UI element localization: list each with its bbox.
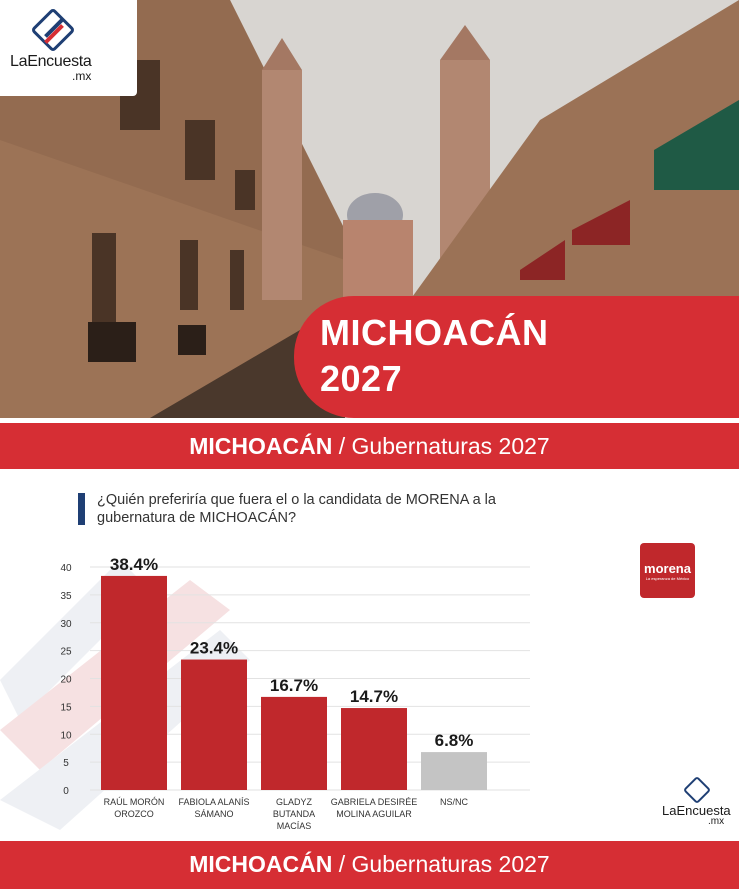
y-tick-label: 0 — [63, 786, 69, 797]
section-band-bottom: MICHOACÁN / Gubernaturas 2027 — [0, 841, 739, 889]
band-bottom-section: / Gubernaturas 2027 — [332, 851, 550, 877]
hero-photo: LaEncuesta .mx MICHOACÁN 2027 — [0, 0, 739, 418]
hero-title-year: 2027 — [320, 358, 403, 399]
y-tick-label: 10 — [60, 730, 72, 741]
hero-title-box: MICHOACÁN 2027 — [294, 296, 739, 418]
y-tick-label: 15 — [60, 702, 72, 713]
brand-tld: .mx — [72, 69, 92, 83]
survey-question: ¿Quién preferiría que fuera el o la cand… — [97, 492, 496, 526]
morena-name: morena — [644, 561, 691, 576]
bar-chart: 0 5 10 15 20 25 30 35 40 38.4% RAÚL MORÓN OROZCO 23.… — [60, 555, 530, 830]
band-state: MICHOACÁN — [189, 433, 333, 459]
brand-logo-small: LaEncuesta .mx — [662, 775, 732, 828]
bar — [261, 696, 327, 790]
bar — [181, 659, 247, 790]
brand-diamond-small-icon — [682, 775, 712, 805]
y-tick-label: 40 — [60, 563, 72, 574]
x-category-label: RAÚL MORÓN — [104, 797, 165, 807]
band-section: / Gubernaturas 2027 — [332, 433, 550, 459]
x-category-label: GLADYZ — [276, 797, 313, 807]
y-tick-label: 30 — [60, 619, 72, 630]
section-band-top: MICHOACÁN / Gubernaturas 2027 — [0, 423, 739, 469]
bar — [101, 575, 167, 790]
brand-tld-small: .mx — [708, 816, 725, 827]
morena-logo: morena La esperanza de México — [640, 543, 695, 598]
bar-value-label: 38.4% — [110, 555, 158, 574]
y-tick-label: 35 — [60, 591, 72, 602]
question-accent-bar — [78, 493, 85, 525]
morena-tagline: La esperanza de México — [645, 576, 690, 581]
x-category-label: BUTANDA — [273, 809, 315, 819]
x-category-label: NS/NC — [440, 797, 469, 807]
x-category-label: GABRIELA DESIRÉE — [331, 797, 418, 807]
x-category-label: OROZCO — [114, 809, 154, 819]
bar — [341, 708, 407, 790]
brand-name: LaEncuesta — [10, 53, 92, 70]
brand-logo: LaEncuesta .mx — [0, 0, 137, 96]
x-category-label: FABIOLA ALANÍS — [178, 797, 249, 807]
x-category-label: SÁMANO — [194, 809, 233, 819]
bar-value-label: 6.8% — [435, 731, 474, 750]
hero-title-state: MICHOACÁN — [320, 312, 549, 353]
y-tick-label: 25 — [60, 647, 72, 658]
x-category-label: MOLINA AGUILAR — [336, 809, 412, 819]
x-category-label: MACÍAS — [277, 821, 312, 830]
y-tick-label: 20 — [60, 675, 72, 686]
y-tick-label: 5 — [63, 758, 69, 769]
band-bottom-state: MICHOACÁN — [189, 851, 333, 877]
bar-value-label: 16.7% — [270, 676, 318, 695]
bar-value-label: 14.7% — [350, 687, 398, 706]
bar — [421, 752, 487, 790]
brand-name-small: LaEncuesta — [662, 803, 731, 818]
bar-value-label: 23.4% — [190, 639, 238, 658]
